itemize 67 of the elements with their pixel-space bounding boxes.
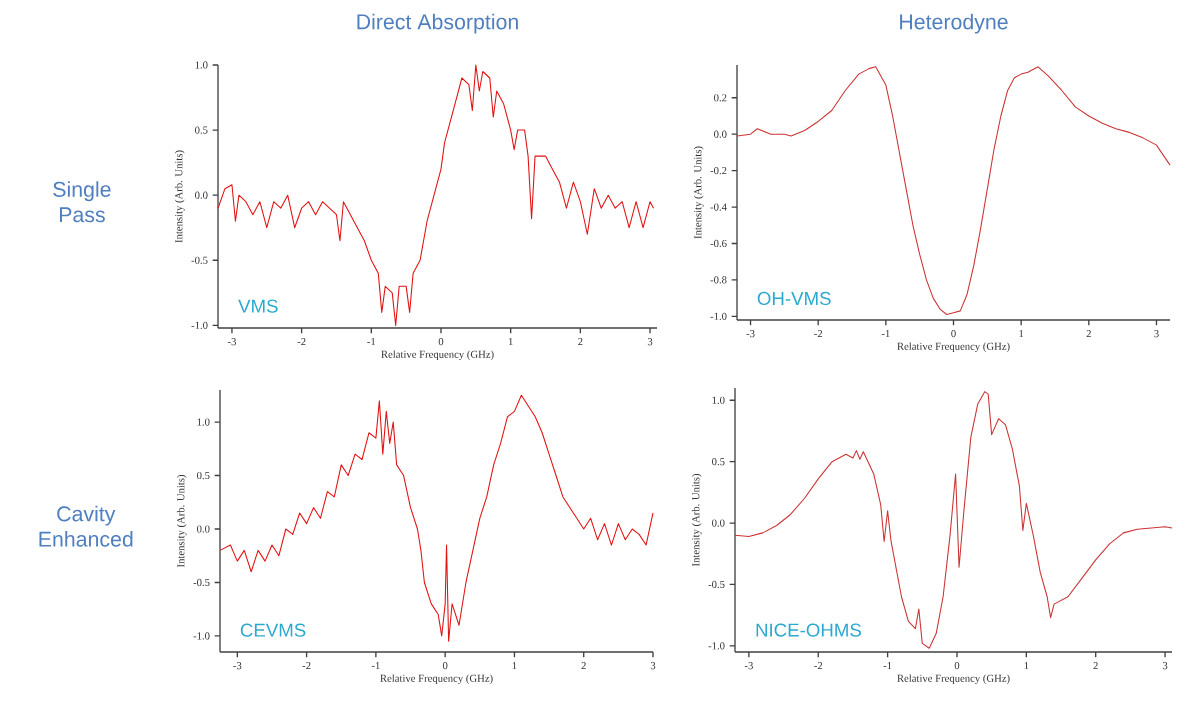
x-tick-label: -2 xyxy=(814,330,823,338)
y-tick-label: -1.0 xyxy=(710,312,727,320)
x-tick-label: -3 xyxy=(744,662,753,670)
y-tick-label: 0.5 xyxy=(197,471,210,480)
x-tick-label: 1 xyxy=(1019,330,1024,338)
y-tick-label: -0.4 xyxy=(710,203,727,211)
x-tick-label: -1 xyxy=(367,338,376,346)
x-tick-label: 3 xyxy=(1162,662,1168,670)
y-axis-title: Intensity (Arb. Units) xyxy=(691,473,702,567)
annotation: OH-VMS xyxy=(757,291,831,306)
y-axis-title: Intensity (Arb. Units) xyxy=(174,150,185,243)
text: Cavity Enhanced xyxy=(39,505,133,547)
x-tick-label: -1 xyxy=(883,662,892,670)
x-tick-label: -2 xyxy=(297,338,306,346)
y-tick-label: 0.0 xyxy=(197,525,210,533)
y-tick-label: 0.0 xyxy=(714,130,727,138)
x-tick-label: 2 xyxy=(578,338,583,346)
y-tick-label: -0.8 xyxy=(710,276,727,284)
y-tick-label: 0.0 xyxy=(712,519,725,527)
y-tick-label: 0.0 xyxy=(195,191,208,199)
x-tick-label: 3 xyxy=(1154,330,1159,338)
y-tick-label: 1.0 xyxy=(712,396,725,404)
x-tick-label: 2 xyxy=(581,662,586,670)
x-tick-label: 1 xyxy=(512,662,517,670)
x-tick-label: 1 xyxy=(1024,662,1029,670)
x-tick-label: 3 xyxy=(647,338,653,346)
x-tick-label: 1 xyxy=(508,338,513,346)
x-axis-title: Relative Frequency (GHz) xyxy=(380,674,493,685)
x-tick-label: -1 xyxy=(371,662,380,670)
y-tick-label: -0.5 xyxy=(708,580,725,589)
line-series xyxy=(734,391,1173,649)
x-tick-label: -3 xyxy=(227,338,236,346)
x-tick-label: -3 xyxy=(746,330,755,338)
x-tick-label: 2 xyxy=(1093,662,1098,670)
x-tick-label: 0 xyxy=(438,338,444,346)
y-tick-label: -1.0 xyxy=(193,632,210,640)
y-tick-label: 0.2 xyxy=(714,94,727,102)
chart-title: Direct Absorption xyxy=(357,13,518,34)
y-tick-label: -0.5 xyxy=(191,256,208,264)
y-tick-label: -0.6 xyxy=(710,239,727,248)
x-axis-title: Relative Frequency (GHz) xyxy=(897,342,1010,353)
x-tick-label: 2 xyxy=(1086,330,1091,338)
y-tick-label: -0.5 xyxy=(193,578,210,587)
x-tick-label: 0 xyxy=(951,330,956,338)
y-tick-label: -1.0 xyxy=(191,321,208,329)
chart-title: Heterodyne xyxy=(900,13,1008,34)
x-tick-label: -2 xyxy=(814,662,823,670)
y-tick-label: -0.2 xyxy=(710,167,727,175)
annotation: VMS xyxy=(238,299,278,313)
y-tick-label: 0.5 xyxy=(712,458,725,466)
x-tick-label: 3 xyxy=(650,662,656,670)
y-axis-title: Intensity (Arb. Units) xyxy=(693,146,704,239)
x-tick-label: -2 xyxy=(302,662,311,670)
x-axis-title: Relative Frequency (GHz) xyxy=(381,350,494,361)
y-axis-title: Intensity (Arb. Units) xyxy=(176,474,187,568)
y-tick-label: 1.0 xyxy=(195,61,208,69)
y-tick-label: -1.0 xyxy=(708,642,725,650)
x-axis-title: Relative Frequency (GHz) xyxy=(897,674,1010,685)
x-tick-label: -3 xyxy=(233,662,242,670)
x-tick-label: 0 xyxy=(954,662,960,670)
x-tick-label: -1 xyxy=(881,330,890,338)
annotation: NICE-OHMS xyxy=(756,623,861,637)
text: Single Pass xyxy=(53,181,111,223)
annotation: CEVMS xyxy=(240,623,306,637)
y-tick-label: 1.0 xyxy=(197,418,210,426)
x-tick-label: 0 xyxy=(442,662,448,670)
y-tick-label: 0.5 xyxy=(195,126,208,134)
